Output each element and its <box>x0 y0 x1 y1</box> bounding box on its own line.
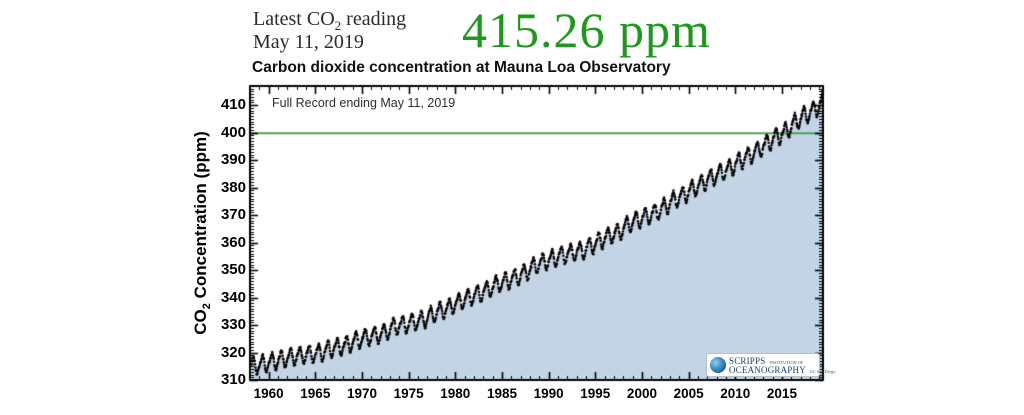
chart-title: Carbon dioxide concentration at Mauna Lo… <box>252 59 671 76</box>
y-tick-label: 390 <box>220 151 246 169</box>
x-tick-label: 2010 <box>720 386 751 401</box>
logo-ucsd-text: UC San Diego <box>809 369 836 374</box>
y-tick-label: 340 <box>220 288 246 306</box>
x-tick-label: 1990 <box>533 386 564 401</box>
y-tick-label: 360 <box>220 233 246 251</box>
x-tick-label: 1975 <box>393 386 424 401</box>
x-tick-label: 1965 <box>300 386 331 401</box>
x-tick-label: 2005 <box>673 386 704 401</box>
globe-icon <box>710 357 726 373</box>
latest-reading-label-prefix: Latest CO <box>253 8 335 30</box>
x-tick-label: 1985 <box>486 386 517 401</box>
scripps-logo-text: SCRIPPS INSTITUTION OF OCEANOGRAPHY UC S… <box>729 356 836 375</box>
x-tick-label: 1960 <box>253 386 284 401</box>
co2-reading-value: 415.26 ppm <box>462 2 711 58</box>
logo-oceanography-text: OCEANOGRAPHY <box>729 365 806 375</box>
latest-reading-date: May 11, 2019 <box>253 31 364 53</box>
x-tick-label: 1970 <box>346 386 378 401</box>
y-tick-label: 410 <box>220 96 246 114</box>
logo-institution-text: INSTITUTION OF <box>769 360 804 365</box>
scripps-logo: SCRIPPS INSTITUTION OF OCEANOGRAPHY UC S… <box>706 353 835 377</box>
y-tick-label: 380 <box>220 178 246 196</box>
x-tick-label: 2015 <box>766 386 797 401</box>
y-tick-label: 370 <box>220 206 246 224</box>
y-tick-label: 330 <box>220 316 246 334</box>
x-tick-label: 1980 <box>440 386 471 401</box>
latest-reading-label-suffix: reading <box>341 8 407 30</box>
x-tick-label: 2000 <box>626 386 657 401</box>
x-tick-label: 1995 <box>580 386 611 401</box>
y-tick-label: 320 <box>220 343 246 361</box>
latest-reading-label: Latest CO2 reading <box>253 8 407 33</box>
logo-scripps-text: SCRIPPS <box>729 356 766 366</box>
y-tick-label: 310 <box>220 371 246 388</box>
co2-subscript: 2 <box>334 18 342 33</box>
full-record-annotation: Full Record ending May 11, 2019 <box>272 96 456 110</box>
y-tick-label: 350 <box>220 261 246 279</box>
y-tick-label: 400 <box>220 123 246 141</box>
